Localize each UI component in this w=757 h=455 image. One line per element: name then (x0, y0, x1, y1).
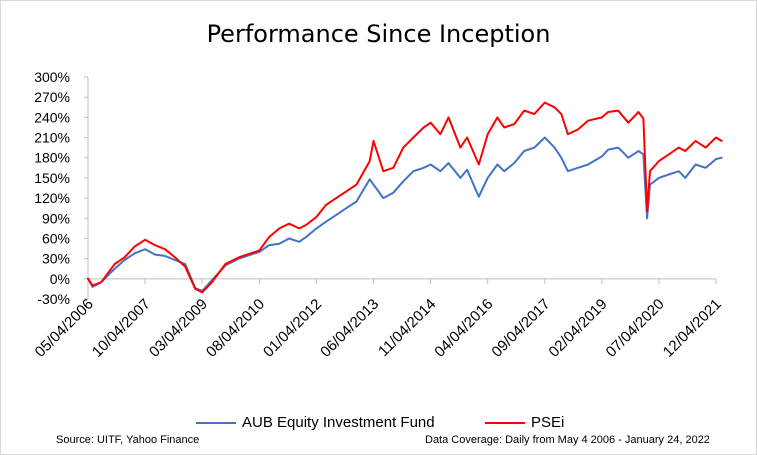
x-tick-label: 10/04/2007 (89, 296, 154, 361)
series-line-aub (87, 136, 723, 292)
series-line-psei (87, 101, 723, 294)
x-tick-label: 11/04/2014 (375, 296, 439, 360)
chart-title: Performance Since Inception (206, 20, 551, 48)
footer-coverage: Data Coverage: Daily from May 4 2006 - J… (425, 434, 710, 446)
y-tick-label: 270% (34, 89, 70, 105)
x-tick-label: 07/04/2020 (603, 296, 668, 361)
legend-swatch-psei (485, 421, 525, 424)
y-tick-label: 90% (42, 210, 70, 226)
y-tick-label: 30% (42, 251, 70, 267)
x-tick-label: 08/04/2010 (203, 296, 268, 361)
x-tick-label: 03/04/2009 (146, 296, 211, 361)
x-tick-label: 12/04/2021 (660, 296, 725, 361)
y-tick-label: 210% (34, 130, 70, 146)
x-tick-label: 02/04/2019 (546, 296, 611, 361)
legend-label-psei: PSEi (531, 414, 565, 431)
y-tick-label: 180% (34, 150, 70, 166)
y-tick-label: 0% (50, 271, 70, 287)
x-tick-label: 06/04/2013 (317, 296, 382, 361)
y-tick-label: 300% (34, 69, 70, 85)
legend: AUB Equity Investment Fund PSEi (0, 414, 757, 434)
y-tick-label: -30% (37, 291, 70, 307)
y-tick-label: 60% (42, 230, 70, 246)
x-tick-label: 01/04/2012 (260, 296, 325, 361)
legend-item-aub: AUB Equity Investment Fund (196, 414, 435, 431)
legend-label-aub: AUB Equity Investment Fund (242, 414, 435, 431)
legend-item-psei: PSEi (485, 414, 564, 431)
legend-swatch-aub (196, 421, 236, 424)
x-tick-label: 09/04/2017 (488, 296, 553, 361)
y-tick-label: 120% (34, 190, 70, 206)
y-tick-label: 150% (34, 170, 70, 186)
footer-source: Source: UITF, Yahoo Finance (56, 434, 200, 446)
x-tick-label: 04/04/2016 (431, 296, 496, 361)
y-tick-label: 240% (34, 109, 70, 125)
